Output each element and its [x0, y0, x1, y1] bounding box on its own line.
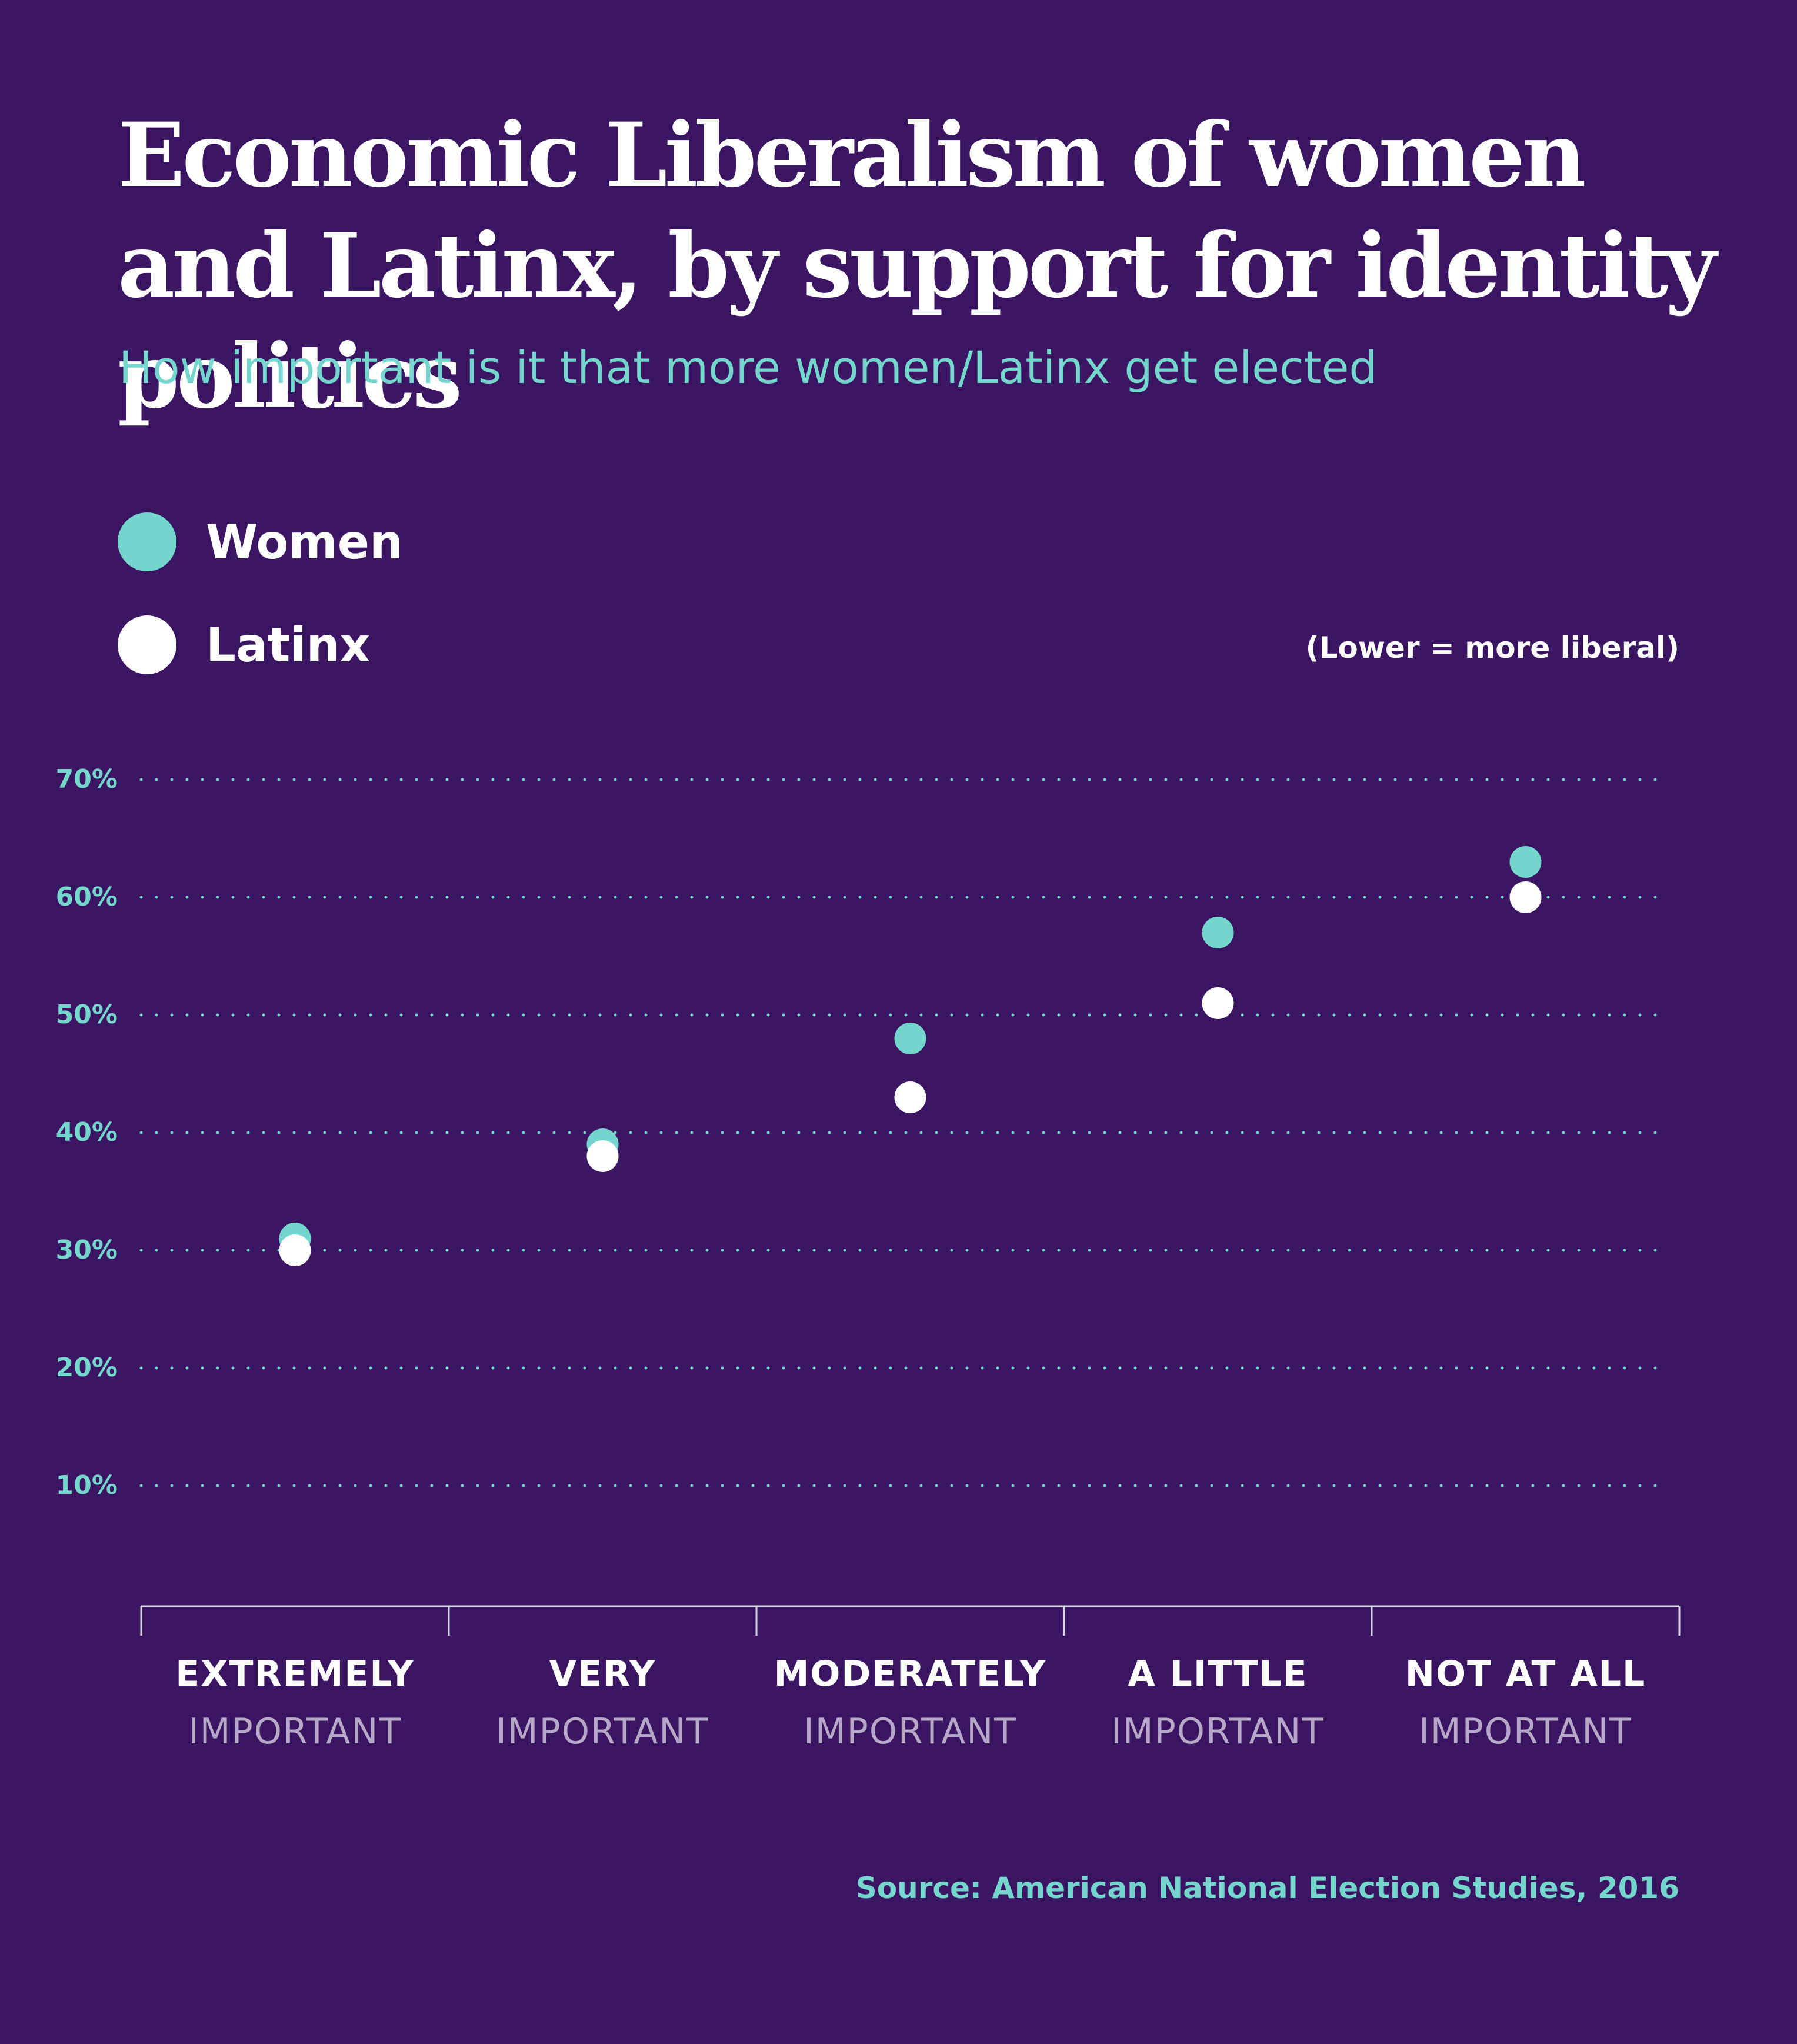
legend-label-women: Women — [206, 514, 403, 570]
y-axis-tick-labels: 10% 20% 30% 40% 50% 60% 70% — [56, 764, 118, 1500]
y-tick-label-20: 20% — [56, 1353, 118, 1383]
gridlines — [139, 778, 1669, 1487]
x-axis-category-labels: EXTREMELY IMPORTANT VERY IMPORTANT MODERATEL… — [175, 1653, 1646, 1752]
legend-swatch-latinx — [118, 615, 176, 674]
x-axis — [140, 1605, 1681, 1636]
chart-subtitle: How important is it that more women/Lati… — [119, 341, 1378, 394]
x-tick-label-0-line2: IMPORTANT — [188, 1711, 402, 1752]
y-tick-label-10: 10% — [56, 1470, 118, 1500]
chart-title: Economic Liberalism of women and Latinx,… — [118, 104, 1716, 428]
x-tick-label-2-line1: MODERATELY — [774, 1653, 1047, 1695]
chart-note: (Lower = more liberal) — [1305, 631, 1679, 665]
data-points — [279, 846, 1542, 1266]
women-point-2 — [894, 1023, 926, 1054]
y-tick-label-40: 40% — [56, 1117, 118, 1147]
source-note: Source: American National Election Studi… — [855, 1871, 1679, 1905]
y-tick-label-60: 60% — [56, 882, 118, 912]
y-tick-label-50: 50% — [56, 1000, 118, 1030]
series-latinx — [279, 881, 1542, 1266]
legend-label-latinx: Latinx — [206, 617, 371, 673]
latinx-point-0 — [279, 1234, 311, 1266]
x-tick-label-4-line1: NOT AT ALL — [1405, 1653, 1646, 1695]
x-tick-label-0-line1: EXTREMELY — [175, 1653, 414, 1695]
latinx-point-3 — [1202, 987, 1234, 1019]
legend-item-women: Women — [118, 512, 403, 571]
x-tick-label-1-line1: VERY — [549, 1653, 656, 1695]
series-women — [279, 846, 1542, 1254]
y-tick-label-70: 70% — [56, 764, 118, 794]
latinx-point-2 — [894, 1081, 926, 1113]
x-tick-label-2-line2: IMPORTANT — [804, 1711, 1017, 1752]
women-point-4 — [1509, 846, 1542, 878]
x-tick-label-4-line2: IMPORTANT — [1419, 1711, 1632, 1752]
x-tick-label-3-line2: IMPORTANT — [1111, 1711, 1325, 1752]
legend-swatch-women — [118, 512, 176, 571]
women-point-3 — [1202, 917, 1234, 948]
latinx-point-4 — [1509, 881, 1542, 913]
y-tick-label-30: 30% — [56, 1235, 118, 1265]
latinx-point-1 — [586, 1140, 619, 1172]
x-tick-label-1-line2: IMPORTANT — [496, 1711, 709, 1752]
x-tick-label-3-line1: A LITTLE — [1128, 1653, 1308, 1695]
legend-item-latinx: Latinx — [118, 615, 370, 674]
